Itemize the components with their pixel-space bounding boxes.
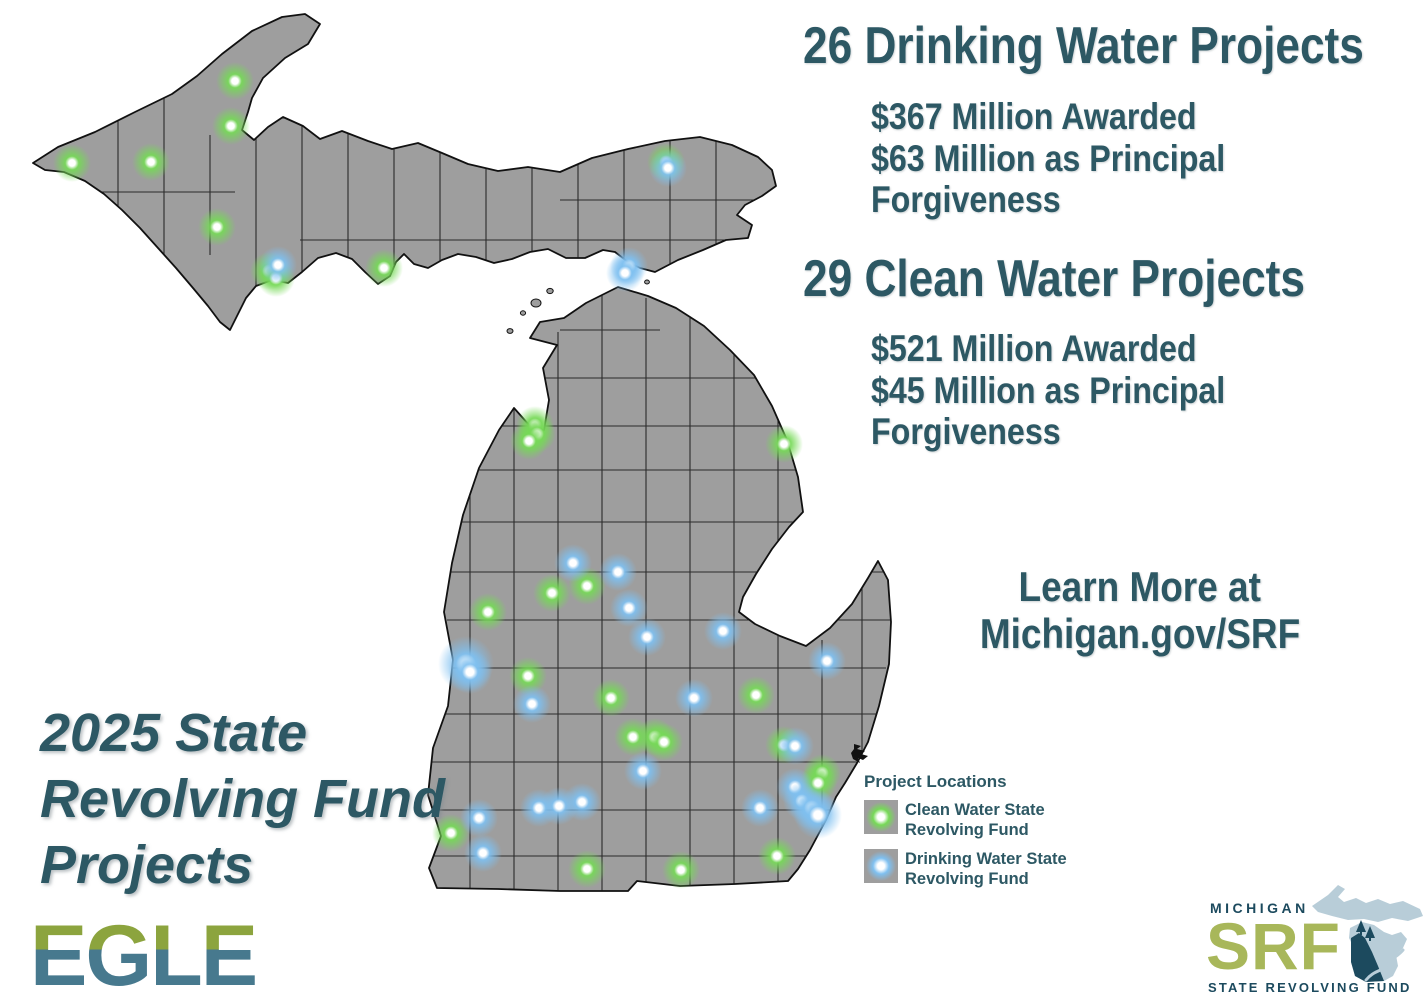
srf-logo-subtitle-text: STATE REVOLVING FUND xyxy=(1208,980,1412,995)
project-marker-drinking xyxy=(513,685,551,723)
st-clair-river-mark xyxy=(851,744,868,763)
learn-more-line1: Learn More at xyxy=(1018,563,1262,610)
project-marker-drinking xyxy=(808,642,846,680)
clean-water-swatch-icon xyxy=(864,800,898,834)
project-marker-drinking xyxy=(741,789,779,827)
drinking-water-swatch-icon xyxy=(864,849,898,883)
srf-logo-michigan-icon xyxy=(1312,885,1423,982)
project-marker-clean xyxy=(645,723,683,761)
project-marker-clean xyxy=(758,837,796,875)
project-marker-clean xyxy=(765,425,803,463)
project-marker-clean xyxy=(432,814,470,852)
project-marker-clean xyxy=(365,249,403,287)
project-marker-clean xyxy=(216,62,254,100)
project-marker-clean xyxy=(662,851,700,889)
project-markers xyxy=(53,62,846,889)
srf-logo-main-text: SRF xyxy=(1206,909,1341,983)
project-marker-drinking xyxy=(776,727,814,765)
project-marker-clean xyxy=(568,850,606,888)
project-marker-clean xyxy=(53,144,91,182)
learn-more-url: Michigan.gov/SRF xyxy=(979,610,1301,657)
project-marker-drinking xyxy=(628,618,666,656)
clean-awarded: $521 Million Awarded xyxy=(871,328,1197,369)
project-marker-drinking xyxy=(649,149,687,187)
project-marker-drinking xyxy=(259,246,297,284)
islands xyxy=(506,279,650,334)
drinking-water-heading: 26 Drinking Water Projects xyxy=(803,17,1364,75)
project-marker-clean xyxy=(533,574,571,612)
project-marker-drinking xyxy=(704,612,742,650)
srf-logo-michigan-text: MICHIGAN xyxy=(1210,900,1309,916)
project-marker-drinking xyxy=(563,783,601,821)
project-marker-clean xyxy=(212,107,250,145)
project-marker-clean xyxy=(132,143,170,181)
clean-forgiveness: Forgiveness xyxy=(871,411,1061,452)
project-marker-drinking xyxy=(599,553,637,591)
srf-logo: MICHIGAN SRF STATE REVOLVING FUND xyxy=(1196,885,1428,998)
learn-more: Learn More at Michigan.gov/SRF xyxy=(905,563,1375,657)
clean-water-stats: $521 Million Awarded $45 Million as Prin… xyxy=(871,328,1278,453)
drinking-water-stats: $367 Million Awarded $63 Million as Prin… xyxy=(871,96,1278,221)
drinking-awarded: $367 Million Awarded xyxy=(871,96,1197,137)
project-marker-drinking xyxy=(675,679,713,717)
legend-item-drinking-water: Drinking Water State Revolving Fund xyxy=(864,849,1067,889)
project-marker-clean xyxy=(510,422,548,460)
project-marker-drinking xyxy=(610,589,648,627)
legend-label-clean: Clean Water State Revolving Fund xyxy=(905,801,1045,839)
project-marker-clean xyxy=(509,657,547,695)
map-legend: Project Locations Clean Water State Revo… xyxy=(864,772,1067,898)
project-marker-drinking xyxy=(448,650,492,694)
clean-principal: $45 Million as Principal xyxy=(871,369,1226,411)
project-marker-drinking xyxy=(464,834,502,872)
project-marker-drinking xyxy=(554,544,592,582)
project-marker-clean xyxy=(737,676,775,714)
legend-item-clean-water: Clean Water State Revolving Fund xyxy=(864,800,1067,840)
project-marker-drinking xyxy=(606,254,644,292)
project-marker-drinking xyxy=(460,799,498,837)
legend-heading: Project Locations xyxy=(864,772,1007,791)
legend-label-drinking: Drinking Water State Revolving Fund xyxy=(905,850,1067,888)
project-marker-clean xyxy=(592,679,630,717)
project-marker-drinking xyxy=(794,791,842,839)
project-marker-clean xyxy=(469,593,507,631)
egle-logo: EGLE xyxy=(30,908,258,1001)
project-marker-clean xyxy=(198,208,236,246)
drinking-principal: $63 Million as Principal xyxy=(871,137,1226,179)
page-title: 2025 State Revolving Fund Projects xyxy=(40,703,445,895)
project-marker-drinking xyxy=(624,752,662,790)
clean-water-heading: 29 Clean Water Projects xyxy=(803,250,1305,308)
drinking-forgiveness: Forgiveness xyxy=(871,179,1061,220)
